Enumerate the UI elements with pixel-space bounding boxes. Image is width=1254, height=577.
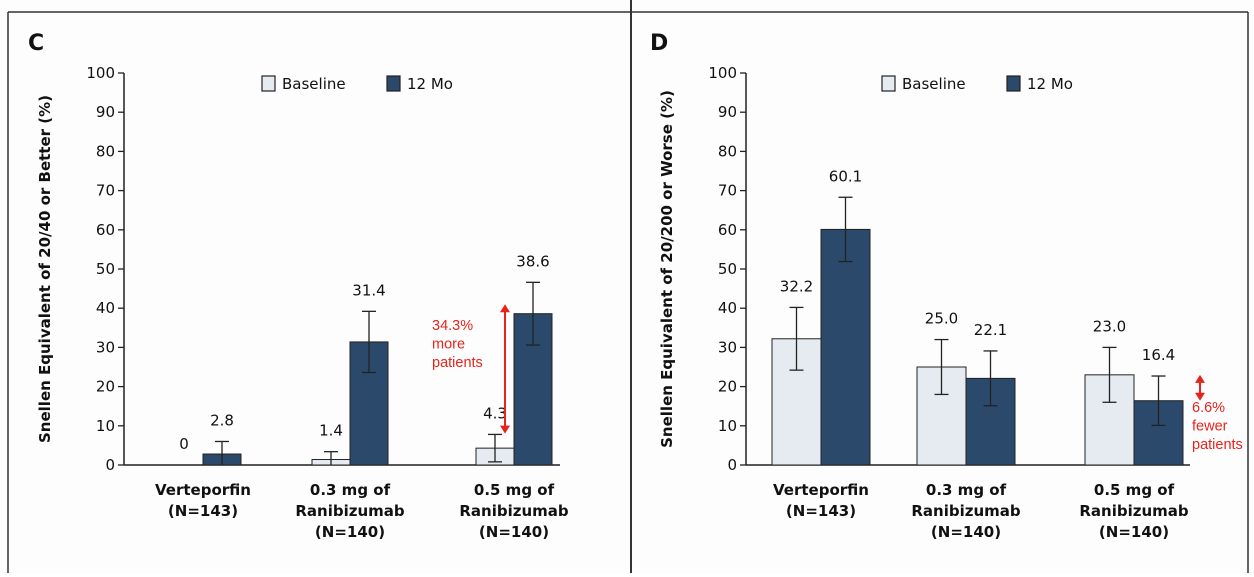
y-tick-label: 90 — [96, 103, 115, 121]
y-tick-label: 20 — [718, 378, 737, 396]
annotation-arrow-head-down — [500, 425, 510, 434]
x-category-label: (N=143) — [168, 502, 238, 520]
chart-panel-c: C Snellen Equivalent of 20/40 or Better (… — [28, 31, 569, 541]
bar-12mo — [1133, 400, 1184, 466]
bar-12mo — [820, 228, 871, 466]
y-tick-label: 30 — [96, 338, 115, 356]
y-tick-label: 80 — [718, 142, 737, 160]
annotation-text: patients — [1192, 437, 1243, 453]
legend-label: 12 Mo — [1027, 75, 1073, 93]
y-tick-label: 0 — [727, 456, 737, 474]
data-label: 2.8 — [210, 411, 234, 429]
x-category-label: Ranibizumab — [911, 502, 1021, 520]
chart-panel-d: D Snellen Equivalent of 20/200 or Worse (… — [650, 31, 1243, 541]
x-category-label: Verteporfin — [155, 481, 251, 499]
data-label: 31.4 — [352, 281, 385, 299]
data-label: 16.4 — [1142, 346, 1175, 364]
data-label: 25.0 — [925, 310, 958, 328]
y-tick-label: 100 — [86, 64, 115, 82]
data-label: 1.4 — [319, 422, 343, 440]
panel-label: C — [28, 31, 44, 56]
bar-baseline — [916, 366, 967, 466]
x-category-label: (N=143) — [786, 502, 856, 520]
x-category-label: (N=140) — [1099, 523, 1169, 541]
y-tick-label: 40 — [96, 299, 115, 317]
annotation-text: 6.6% — [1192, 400, 1225, 416]
x-category-label: 0.3 mg of — [926, 481, 1007, 499]
x-category-label: 0.5 mg of — [1094, 481, 1175, 499]
legend-swatch-baseline — [261, 75, 276, 92]
x-category-label: (N=140) — [931, 523, 1001, 541]
x-category-label: Ranibizumab — [1079, 502, 1189, 520]
data-label: 23.0 — [1093, 317, 1126, 335]
y-tick-label: 60 — [96, 221, 115, 239]
x-category-label: Ranibizumab — [459, 502, 569, 520]
annotation-arrow-head-down — [1195, 392, 1205, 401]
y-tick-label: 10 — [96, 417, 115, 435]
y-tick-label: 70 — [718, 182, 737, 200]
y-tick-label: 30 — [718, 338, 737, 356]
y-tick-label: 60 — [718, 221, 737, 239]
y-tick-label: 100 — [708, 64, 737, 82]
x-category-label: 0.5 mg of — [474, 481, 555, 499]
x-category-label: (N=140) — [315, 523, 385, 541]
y-axis-label: Snellen Equivalent of 20/40 or Better (%… — [36, 95, 54, 443]
legend-label: 12 Mo — [407, 75, 453, 93]
annotation-arrow-head-up — [500, 304, 510, 313]
legend-label: Baseline — [282, 75, 346, 93]
annotation-text: patients — [432, 355, 483, 371]
x-category-label: 0.3 mg of — [310, 481, 391, 499]
data-label: 60.1 — [829, 167, 862, 185]
data-label: 0 — [179, 435, 189, 453]
y-tick-label: 90 — [718, 103, 737, 121]
panel-label: D — [650, 31, 668, 56]
y-tick-label: 50 — [96, 260, 115, 278]
y-tick-label: 20 — [96, 378, 115, 396]
data-label: 38.6 — [516, 252, 549, 270]
y-axis-label: Snellen Equivalent of 20/200 or Worse (%… — [658, 90, 676, 448]
legend-swatch-12mo — [1006, 75, 1021, 92]
y-tick-label: 70 — [96, 182, 115, 200]
y-tick-label: 80 — [96, 142, 115, 160]
y-tick-label: 10 — [718, 417, 737, 435]
annotation-text: 34.3% — [432, 318, 473, 334]
y-tick-label: 50 — [718, 260, 737, 278]
annotation-text: fewer — [1192, 419, 1228, 435]
legend-label: Baseline — [902, 75, 966, 93]
annotation-text: more — [432, 336, 465, 352]
annotation-arrow-head-up — [1195, 374, 1205, 383]
legend-swatch-12mo — [386, 75, 401, 92]
x-category-label: Ranibizumab — [295, 502, 405, 520]
y-tick-label: 40 — [718, 299, 737, 317]
x-category-label: Verteporfin — [773, 481, 869, 499]
data-label: 32.2 — [780, 277, 813, 295]
data-label: 22.1 — [974, 321, 1007, 339]
y-tick-label: 0 — [105, 456, 115, 474]
data-label: 4.3 — [483, 404, 507, 422]
legend-swatch-baseline — [881, 75, 896, 92]
x-category-label: (N=140) — [479, 523, 549, 541]
